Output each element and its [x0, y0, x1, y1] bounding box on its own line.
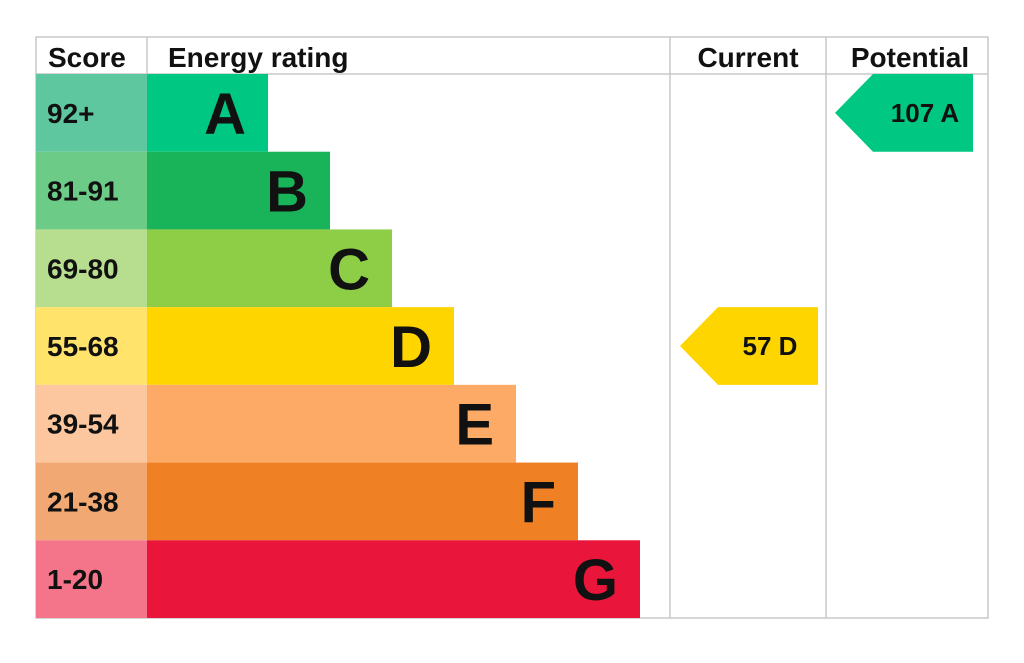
band-bar — [147, 307, 454, 385]
band-bar — [147, 462, 578, 541]
potential-rating-arrow — [835, 74, 973, 152]
band-score-cell — [36, 384, 147, 463]
band-f: 21-38 F — [36, 462, 578, 541]
band-a: 92+ A — [36, 74, 268, 152]
potential-rating-label: 107 A — [891, 98, 960, 128]
band-score-cell — [36, 229, 147, 308]
band-score-label: 81-91 — [47, 176, 119, 207]
band-e: 39-54 E — [36, 384, 516, 463]
band-letter: G — [573, 548, 618, 613]
band-letter: A — [204, 82, 246, 147]
band-letter: B — [266, 160, 308, 225]
header-current: Current — [697, 42, 798, 73]
band-score-label: 39-54 — [47, 409, 119, 440]
band-d: 55-68 D — [36, 307, 454, 385]
band-bar — [147, 229, 392, 308]
band-score-label: 55-68 — [47, 331, 119, 362]
rating-bands: 92+ A 81-91 B 69-80 C 55-68 D 39-54 E 21-38 F 1-20 G — [36, 74, 640, 618]
band-score-cell — [36, 462, 147, 541]
band-score-cell — [36, 74, 147, 152]
band-g: 1-20 G — [36, 540, 640, 618]
band-letter: E — [455, 393, 494, 458]
rating-markers: 57 D 107 A — [680, 74, 973, 385]
band-b: 81-91 B — [36, 151, 330, 230]
band-score-label: 21-38 — [47, 486, 119, 517]
band-bar — [147, 384, 516, 463]
band-c: 69-80 C — [36, 229, 392, 308]
band-bar — [147, 151, 330, 230]
header-energy-rating: Energy rating — [168, 42, 348, 73]
current-rating-label: 57 D — [743, 331, 798, 361]
band-score-label: 1-20 — [47, 564, 103, 595]
band-score-label: 69-80 — [47, 253, 119, 284]
band-score-cell — [36, 307, 147, 385]
band-bar — [147, 74, 268, 152]
header-potential: Potential — [851, 42, 969, 73]
header-score: Score — [48, 42, 126, 73]
band-letter: C — [328, 237, 370, 302]
column-headers: Score Energy rating Current Potential — [48, 42, 969, 73]
potential-rating: 107 A — [835, 74, 973, 152]
band-score-label: 92+ — [47, 98, 95, 129]
current-rating-arrow — [680, 307, 818, 385]
current-rating: 57 D — [680, 307, 818, 385]
band-bar — [147, 540, 640, 618]
band-score-cell — [36, 151, 147, 230]
band-letter: F — [521, 470, 556, 535]
band-score-cell — [36, 540, 147, 618]
band-letter: D — [390, 315, 432, 380]
